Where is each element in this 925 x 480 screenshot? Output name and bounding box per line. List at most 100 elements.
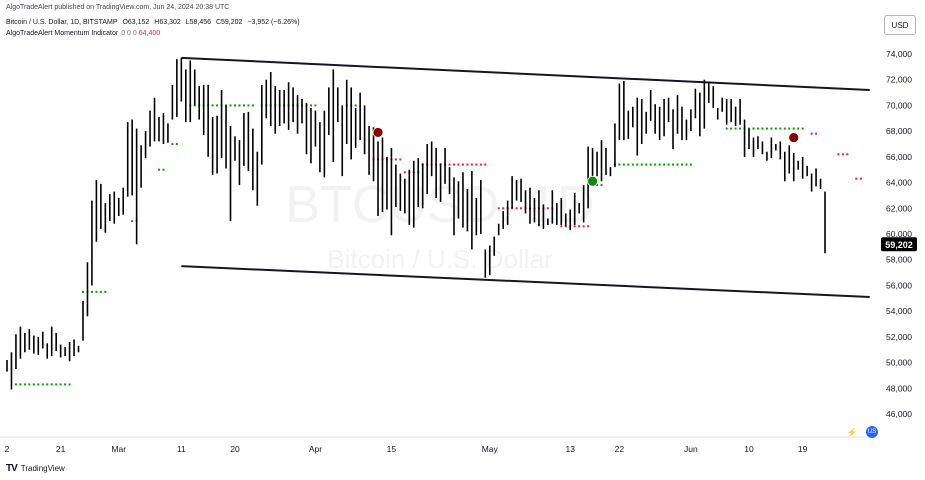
resistance-dot — [546, 207, 549, 210]
support-dot — [171, 143, 174, 145]
channel-lower-line — [181, 265, 870, 298]
support-dot — [99, 290, 102, 293]
support-dot — [649, 163, 652, 166]
support-dot — [792, 127, 795, 130]
y-tick-label: 56,000 — [886, 280, 912, 290]
resistance-dot — [453, 163, 455, 166]
support-dot — [689, 163, 692, 166]
resistance-dot — [573, 225, 576, 228]
currency-button[interactable]: USD — [884, 15, 916, 35]
support-dot — [797, 127, 800, 130]
support-dot — [354, 104, 357, 107]
support-dot — [627, 163, 630, 166]
resistance-dot — [479, 163, 482, 166]
x-tick-label: 22 — [615, 444, 625, 454]
support-dot — [756, 127, 759, 130]
y-tick-label: 58,000 — [886, 255, 912, 265]
last-price-badge — [881, 237, 917, 252]
resistance-dot — [855, 177, 858, 180]
support-dot — [654, 163, 657, 166]
x-axis: 2 21 Mar 11 20 Apr 15 May 13 22 Jun 10 19 — [5, 444, 808, 454]
change-value: −3,952 (−6.26%) — [247, 19, 300, 26]
x-tick-label: 19 — [798, 444, 808, 454]
support-dot — [680, 163, 683, 166]
indicator-name: AlgoTradeAlert Momentum Indicator — [6, 30, 119, 37]
resistance-dot — [394, 158, 397, 161]
resistance-dot — [448, 163, 451, 166]
y-tick-label: 64,000 — [886, 178, 912, 188]
support-dot — [68, 383, 71, 386]
resistance-dot — [582, 225, 585, 228]
support-dot — [50, 383, 53, 386]
support-dot — [636, 163, 639, 166]
watermark-name: Bitcoin / U.S. Dollar — [327, 244, 553, 274]
support-dot — [55, 383, 58, 386]
support-dot — [90, 290, 93, 293]
resistance-dot — [470, 163, 473, 166]
support-dot — [783, 127, 786, 130]
support-dot — [640, 163, 643, 166]
footer-branding[interactable]: TV TradingView — [6, 463, 65, 474]
support-dot — [59, 383, 62, 386]
support-dot — [175, 143, 178, 145]
sell-signal-marker — [788, 132, 800, 143]
support-dot — [788, 127, 791, 130]
resistance-dot — [560, 225, 563, 228]
last-price-text: 59,202 — [885, 240, 913, 250]
y-tick-label: 68,000 — [886, 126, 912, 136]
support-dot — [314, 104, 317, 107]
resistance-dot — [502, 207, 505, 210]
channel-upper-line — [181, 56, 870, 91]
resistance-dot — [457, 163, 460, 166]
support-dot — [739, 127, 742, 130]
y-tick-label: 70,000 — [886, 100, 912, 110]
support-dot — [233, 104, 236, 107]
lightning-icon[interactable]: ⚡ — [847, 427, 857, 437]
support-dot — [28, 383, 31, 386]
x-tick-label: 2 — [5, 444, 10, 454]
x-tick-label: 20 — [230, 444, 240, 454]
indicator-params: 0 0 0 — [121, 30, 137, 37]
support-dot — [229, 104, 232, 107]
support-dot — [779, 127, 782, 130]
support-dot — [618, 163, 621, 166]
last-price-label: 59,202 — [881, 237, 917, 252]
support-dot — [774, 127, 777, 130]
resistance-dot — [841, 153, 844, 156]
support-dot — [730, 127, 733, 130]
support-dot — [734, 127, 737, 130]
support-dot — [672, 163, 675, 166]
support-dot — [801, 127, 804, 130]
x-tick-label: 11 — [177, 444, 186, 454]
support-dot — [104, 290, 107, 293]
x-tick-label: Jun — [684, 444, 698, 454]
support-dot — [600, 184, 603, 187]
resistance-dot — [859, 177, 862, 180]
support-dot — [752, 127, 755, 130]
support-dot — [64, 383, 67, 386]
resistance-dot — [403, 171, 406, 174]
resistance-dot — [399, 158, 402, 161]
resistance-dot — [484, 163, 487, 166]
publisher-caption: AlgoTradeAlert published on TradingView.… — [6, 4, 230, 11]
resistance-dot — [587, 225, 590, 228]
x-tick-label: Apr — [309, 444, 322, 454]
y-tick-label: 48,000 — [886, 383, 912, 393]
symbol-legend: Bitcoin / U.S. Dollar, 1D, BITSTAMP O63,… — [6, 19, 303, 26]
support-dot — [622, 163, 625, 166]
support-dot — [37, 383, 40, 386]
support-dot — [162, 168, 165, 171]
support-dot — [596, 184, 599, 187]
y-axis: 46,000 48,000 50,000 52,000 54,000 56,000 58,0… — [886, 49, 912, 419]
channel-lines-layer[interactable] — [181, 56, 870, 298]
support-dot — [14, 383, 17, 386]
support-dot — [46, 383, 49, 386]
sell-signal-marker — [372, 127, 384, 138]
support-dot — [761, 127, 764, 130]
support-dot — [247, 104, 250, 107]
flag-icon[interactable]: US — [866, 426, 878, 438]
support-dot — [157, 168, 160, 171]
indicator-value: 64,400 — [138, 30, 161, 37]
support-dot — [658, 163, 661, 166]
